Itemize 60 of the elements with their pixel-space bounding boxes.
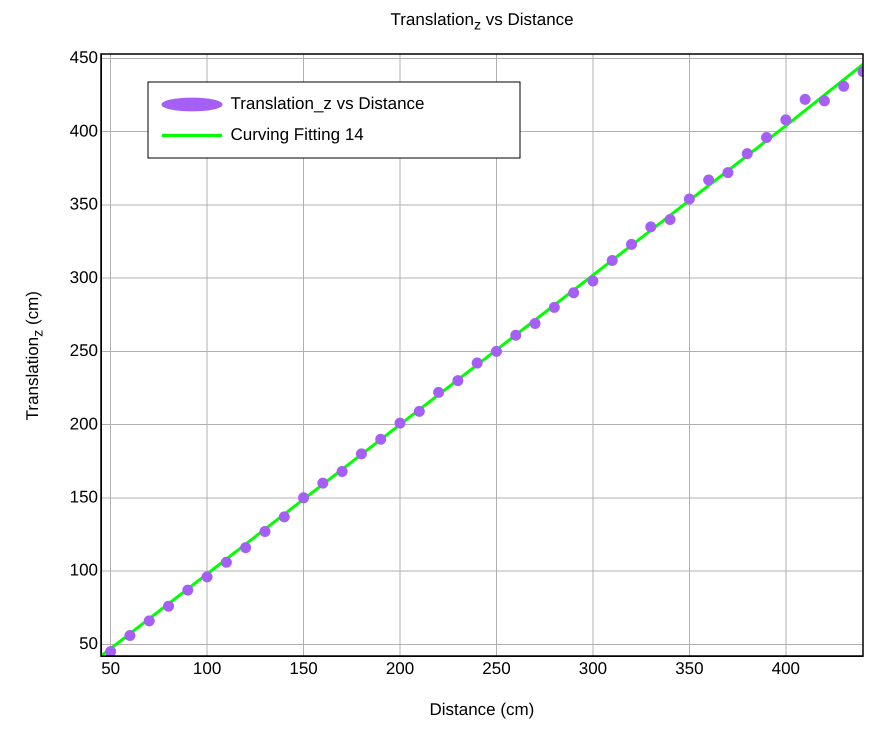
point xyxy=(472,358,483,369)
point xyxy=(259,526,270,537)
y-tick-label: 200 xyxy=(70,414,98,434)
x-tick-label: 150 xyxy=(289,658,318,678)
point xyxy=(800,94,811,105)
y-tick-label: 350 xyxy=(70,194,98,214)
point xyxy=(414,406,425,417)
point xyxy=(684,194,695,205)
point xyxy=(703,174,714,186)
point xyxy=(356,448,367,460)
point xyxy=(433,386,444,398)
point xyxy=(298,492,310,504)
y-tick-label: 150 xyxy=(70,488,98,506)
point xyxy=(278,511,290,522)
chart-title: Translation$_{z}$ vs Distance xyxy=(390,10,574,34)
point xyxy=(144,615,155,626)
legend-label: Translation_z vs Distance xyxy=(230,94,425,114)
point xyxy=(722,167,734,178)
point xyxy=(124,630,136,641)
point xyxy=(664,214,676,226)
x-tick-label: 250 xyxy=(482,658,511,678)
y-tick-label: 50 xyxy=(79,634,98,653)
y-tick-label: 400 xyxy=(70,121,98,140)
point xyxy=(317,478,328,489)
x-tick-label: 350 xyxy=(675,658,704,678)
point xyxy=(336,466,348,477)
x-axis-title: Distance (cm) xyxy=(430,700,534,720)
point xyxy=(163,600,174,612)
point xyxy=(105,646,116,656)
point xyxy=(510,330,522,341)
x-tick-label: 300 xyxy=(578,658,608,678)
x-tick-label: 400 xyxy=(772,658,800,678)
point xyxy=(490,346,502,357)
y-tick-label: 450 xyxy=(70,48,98,68)
point xyxy=(548,302,560,313)
point xyxy=(530,318,541,330)
x-tick-label: 100 xyxy=(192,658,222,678)
point xyxy=(587,276,598,287)
y-tick-label: 300 xyxy=(70,268,98,287)
point xyxy=(626,238,638,250)
point xyxy=(606,255,618,266)
x-tick-label: 200 xyxy=(386,658,414,678)
point xyxy=(742,148,753,160)
x-tick-label: 50 xyxy=(101,658,120,678)
point xyxy=(780,114,792,126)
y-tick-label: 100 xyxy=(70,560,98,580)
point xyxy=(202,571,213,582)
point xyxy=(375,434,386,445)
point xyxy=(568,287,580,298)
point xyxy=(240,542,252,554)
point xyxy=(220,556,232,568)
legend-label: Curving Fitting 14 xyxy=(230,125,364,144)
point xyxy=(452,375,464,386)
y-tick-label: 250 xyxy=(70,341,98,360)
point xyxy=(182,584,194,596)
point xyxy=(838,80,850,92)
point xyxy=(761,132,772,143)
point xyxy=(818,95,830,106)
point xyxy=(394,418,406,429)
point xyxy=(645,221,656,232)
